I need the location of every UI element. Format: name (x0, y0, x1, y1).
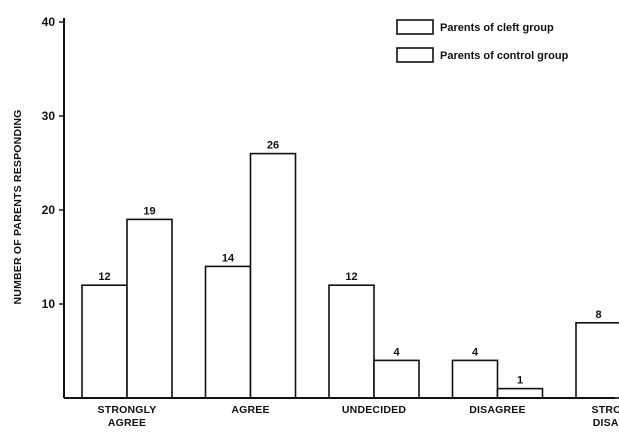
bar-value-label: 12 (345, 271, 357, 283)
bar-value-label: 19 (143, 205, 155, 217)
category-label: UNDECIDED (342, 404, 406, 416)
bars-layer (81, 152, 619, 399)
bar-cleft-group (328, 284, 375, 399)
bar-value-label: 12 (98, 271, 110, 283)
legend-label-control: Parents of control group (440, 50, 569, 62)
ticks-layer: 10 20 30 40 (42, 15, 64, 311)
bar-cleft-group (451, 359, 499, 399)
y-tick-label: 20 (42, 203, 56, 217)
bar-control-group (126, 218, 173, 399)
axes-layer (63, 18, 615, 399)
bar-cleft-group (575, 321, 619, 399)
y-axis-label: NUMBER OF PARENTS RESPONDING (12, 110, 24, 305)
legend: Parents of cleft group Parents of contro… (396, 19, 569, 63)
bar-control-group (249, 152, 297, 399)
labels-layer: 1219STRONGLYAGREE1426AGREE124UNDECIDED41… (98, 140, 619, 429)
category-label: STRONGLY (98, 404, 157, 416)
bar-value-label: 4 (472, 346, 479, 358)
legend-swatch-control (396, 47, 434, 63)
bar-cleft-group (204, 265, 252, 399)
category-label: STRONGLY (592, 404, 619, 416)
y-tick-label: 40 (42, 15, 56, 29)
bar-value-label: 26 (267, 140, 279, 152)
category-label: AGREE (108, 417, 146, 429)
bar-value-label: 14 (222, 252, 235, 264)
bar-value-label: 4 (393, 346, 400, 358)
bar-control-group (373, 359, 420, 399)
bar-value-label: 8 (595, 309, 601, 321)
bar-cleft-group (81, 284, 128, 399)
legend-label-cleft: Parents of cleft group (440, 22, 554, 34)
category-label: AGREE (231, 404, 269, 416)
legend-swatch-cleft (396, 19, 434, 35)
y-tick-label: 10 (42, 297, 56, 311)
bar-value-label: 1 (517, 375, 523, 387)
y-tick-label: 30 (42, 109, 56, 123)
bar-control-group (496, 387, 544, 399)
category-label: DISAGREE (593, 417, 619, 429)
category-label: DISAGREE (469, 404, 525, 416)
